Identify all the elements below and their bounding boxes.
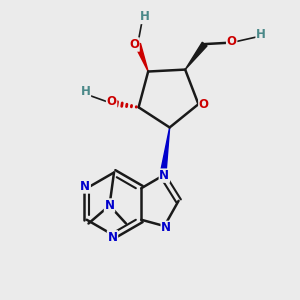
Polygon shape <box>185 42 207 70</box>
Text: H: H <box>256 28 266 41</box>
Text: O: O <box>199 98 209 111</box>
Text: N: N <box>159 169 169 182</box>
Polygon shape <box>135 44 148 71</box>
Text: O: O <box>227 34 237 48</box>
Text: N: N <box>161 221 171 234</box>
Polygon shape <box>160 128 169 176</box>
Text: O: O <box>106 95 117 108</box>
Text: O: O <box>129 38 139 51</box>
Text: N: N <box>104 199 115 212</box>
Text: N: N <box>107 231 118 244</box>
Text: N: N <box>80 180 90 193</box>
Text: H: H <box>140 11 150 23</box>
Text: H: H <box>81 85 90 98</box>
